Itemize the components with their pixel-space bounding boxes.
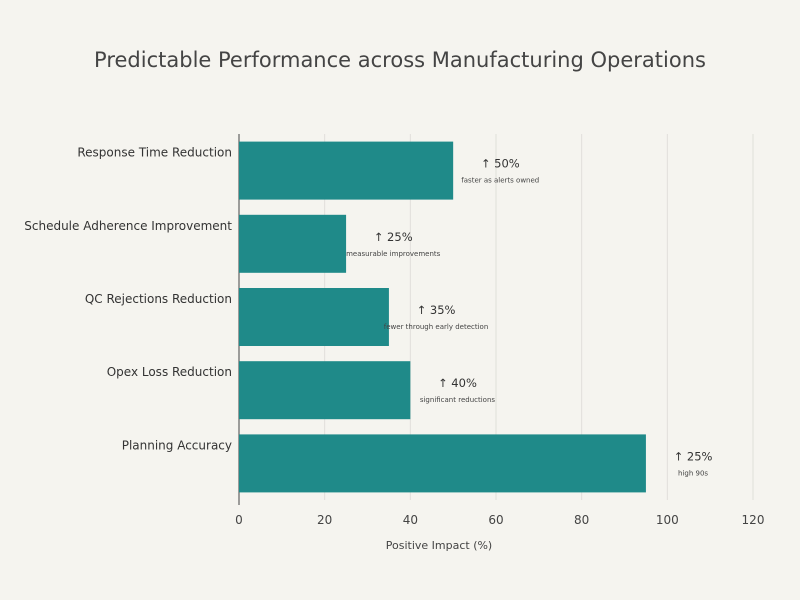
annotation-note: significant reductions xyxy=(420,396,496,404)
y-category-label: Response Time Reduction xyxy=(77,146,232,160)
y-category-label: Opex Loss Reduction xyxy=(107,365,232,379)
y-category-label: QC Rejections Reduction xyxy=(85,292,232,306)
annotation-note: measurable improvements xyxy=(346,250,441,258)
x-axis-label: Positive Impact (%) xyxy=(386,539,492,552)
x-tick-label: 20 xyxy=(317,513,332,527)
annotation-label: ↑ 35% xyxy=(417,303,456,317)
annotation-label: ↑ 40% xyxy=(438,376,477,390)
x-tick-label: 100 xyxy=(656,513,679,527)
annotation-label: ↑ 50% xyxy=(481,157,520,171)
annotation-note: faster as alerts owned xyxy=(461,177,539,185)
chart-title: Predictable Performance across Manufactu… xyxy=(94,48,706,72)
bar xyxy=(239,214,347,273)
bar xyxy=(239,288,389,346)
bar xyxy=(239,141,454,200)
y-category-label: Planning Accuracy xyxy=(122,438,232,452)
x-tick-label: 0 xyxy=(235,513,243,527)
x-tick-label: 80 xyxy=(574,513,589,527)
annotation-label: ↑ 25% xyxy=(374,230,413,244)
x-tick-label: 60 xyxy=(488,513,503,527)
annotation-label: ↑ 25% xyxy=(674,449,713,463)
annotation-note: high 90s xyxy=(678,469,708,477)
annotation-note: fewer through early detection xyxy=(384,323,488,331)
bar xyxy=(239,434,646,493)
bar xyxy=(239,361,411,420)
x-tick-label: 40 xyxy=(403,513,418,527)
x-tick-label: 120 xyxy=(742,513,765,527)
y-category-label: Schedule Adherence Improvement xyxy=(24,219,232,233)
